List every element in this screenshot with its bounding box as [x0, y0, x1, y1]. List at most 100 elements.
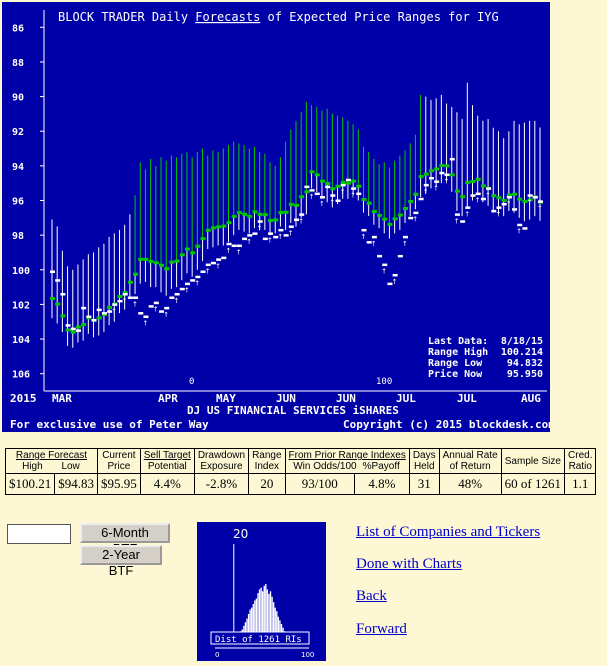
- sell-target-header-line1[interactable]: Sell Target: [143, 450, 191, 461]
- forward-link[interactable]: Forward: [356, 621, 407, 637]
- price-dash: [221, 256, 227, 260]
- price-dash: [439, 171, 445, 175]
- price-dash: [60, 293, 66, 296]
- back-link[interactable]: Back: [356, 588, 387, 604]
- price-dash: [532, 196, 538, 199]
- range-midpoint: [242, 212, 248, 216]
- range-forecast-header-label[interactable]: Range Forecast: [15, 450, 88, 461]
- histogram-bar: [249, 609, 251, 644]
- y-tick-label: 90: [12, 93, 24, 104]
- price-dash: [356, 192, 362, 196]
- range-midpoint: [423, 172, 429, 176]
- price-dash: [179, 287, 185, 291]
- price-dash: [340, 183, 346, 187]
- range-midpoint: [512, 192, 518, 196]
- range-midpoint: [278, 211, 284, 215]
- price-dash: [428, 176, 434, 180]
- cred-ratio-value: 1.1: [564, 473, 597, 495]
- sample-size-value: 60 of 1261: [500, 473, 566, 495]
- chart-subtitle: DJ US FINANCIAL SERVICES iSHARES: [187, 404, 399, 417]
- info-label: Price Now: [428, 368, 483, 380]
- six-month-btf-button[interactable]: 6-Month BTF: [80, 523, 170, 556]
- price-dash: [91, 318, 97, 322]
- price-dash: [470, 194, 476, 197]
- range-midpoint: [231, 214, 237, 218]
- range-midpoint: [517, 197, 523, 201]
- buy-arrow: ↑: [412, 216, 418, 224]
- range-midpoint: [294, 203, 299, 207]
- range-midpoint: [216, 225, 222, 229]
- last-data-panel: Last Data: 8/18/15 Range High 100.214 Range …: [428, 336, 543, 380]
- chart-title: BLOCK TRADER Daily Forecasts of Expected…: [58, 10, 499, 24]
- range-midpoint: [454, 189, 460, 193]
- buy-arrow: ↑: [184, 287, 190, 295]
- ticker-input[interactable]: [7, 524, 71, 544]
- buy-arrow: ↑: [174, 297, 180, 305]
- price-dash: [101, 312, 107, 315]
- price-dash: [153, 301, 159, 305]
- buy-arrow: ↑: [267, 236, 273, 244]
- range-midpoint: [439, 164, 445, 168]
- range-midpoint: [413, 192, 419, 196]
- price-dash: [122, 293, 128, 296]
- y-tick-label: 92: [12, 127, 24, 138]
- range-midpoint: [403, 206, 409, 210]
- range-midpoint: [366, 201, 372, 205]
- sell-target-header: Sell Target Potential: [139, 448, 195, 474]
- chart-background: [2, 2, 550, 432]
- price-dash: [465, 206, 471, 209]
- price-dash: [169, 296, 175, 299]
- cred-ratio-header: Cred. Ratio: [564, 448, 597, 474]
- price-dash: [288, 225, 294, 228]
- buy-arrow: ↑: [506, 200, 512, 208]
- range-midpoint: [164, 267, 170, 271]
- prior-ranges-header-label[interactable]: From Prior Range Indexes: [288, 450, 406, 461]
- done-with-charts-link[interactable]: Done with Charts: [356, 556, 462, 572]
- copyright-note: Copyright (c) 2015 blockdesk.com: [343, 418, 550, 431]
- sample-size-header: Sample Size: [500, 448, 566, 474]
- price-dash: [81, 306, 87, 310]
- info-value: 94.832: [507, 358, 543, 369]
- current-price-header: Current Price: [97, 448, 141, 474]
- histogram-bar: [258, 589, 261, 644]
- days-held-value: 31: [408, 473, 440, 495]
- range-midpoint: [361, 197, 367, 201]
- range-midpoint: [377, 213, 383, 217]
- x-tick-label: JUL: [457, 392, 477, 405]
- price-dash: [345, 178, 351, 182]
- price-dash: [403, 235, 409, 239]
- range-midpoint: [434, 167, 440, 171]
- price-dash: [309, 189, 315, 192]
- buy-arrow: ↑: [433, 184, 439, 192]
- price-dash: [319, 196, 325, 199]
- price-dash: [65, 324, 71, 327]
- range-high-value: $100.21: [4, 473, 56, 495]
- range-midpoint: [408, 200, 414, 204]
- sell-target-value: 4.4%: [139, 473, 195, 495]
- current-price-header-line1: Current: [102, 450, 136, 461]
- annual-return-header: Annual Rate of Return: [438, 448, 502, 474]
- y-tick-label: 104: [12, 335, 30, 346]
- range-midpoint: [470, 179, 476, 183]
- price-dash: [242, 237, 248, 241]
- range-midpoint: [273, 218, 279, 222]
- histogram-bar: [257, 593, 259, 644]
- price-dash: [205, 263, 211, 267]
- range-midpoint: [205, 228, 211, 232]
- x-tick-label: JUL: [396, 392, 416, 405]
- list-of-companies-link[interactable]: List of Companies and Tickers: [356, 524, 541, 540]
- range-midpoint: [143, 257, 149, 261]
- forecasts-link[interactable]: Forecasts: [195, 10, 260, 24]
- histogram-bar: [262, 591, 264, 644]
- price-dash: [247, 234, 253, 237]
- two-year-btf-button[interactable]: 2-Year BTF: [80, 545, 162, 578]
- histogram-axis-low: 0: [215, 651, 219, 659]
- price-dash: [486, 187, 492, 190]
- range-midpoint: [304, 190, 310, 194]
- range-midpoint: [444, 164, 450, 168]
- buy-arrow: ↑: [537, 204, 543, 212]
- drawdown-header-line2: Exposure: [200, 461, 243, 472]
- price-dash: [148, 305, 154, 308]
- price-dash: [517, 223, 523, 227]
- price-dash: [216, 258, 222, 261]
